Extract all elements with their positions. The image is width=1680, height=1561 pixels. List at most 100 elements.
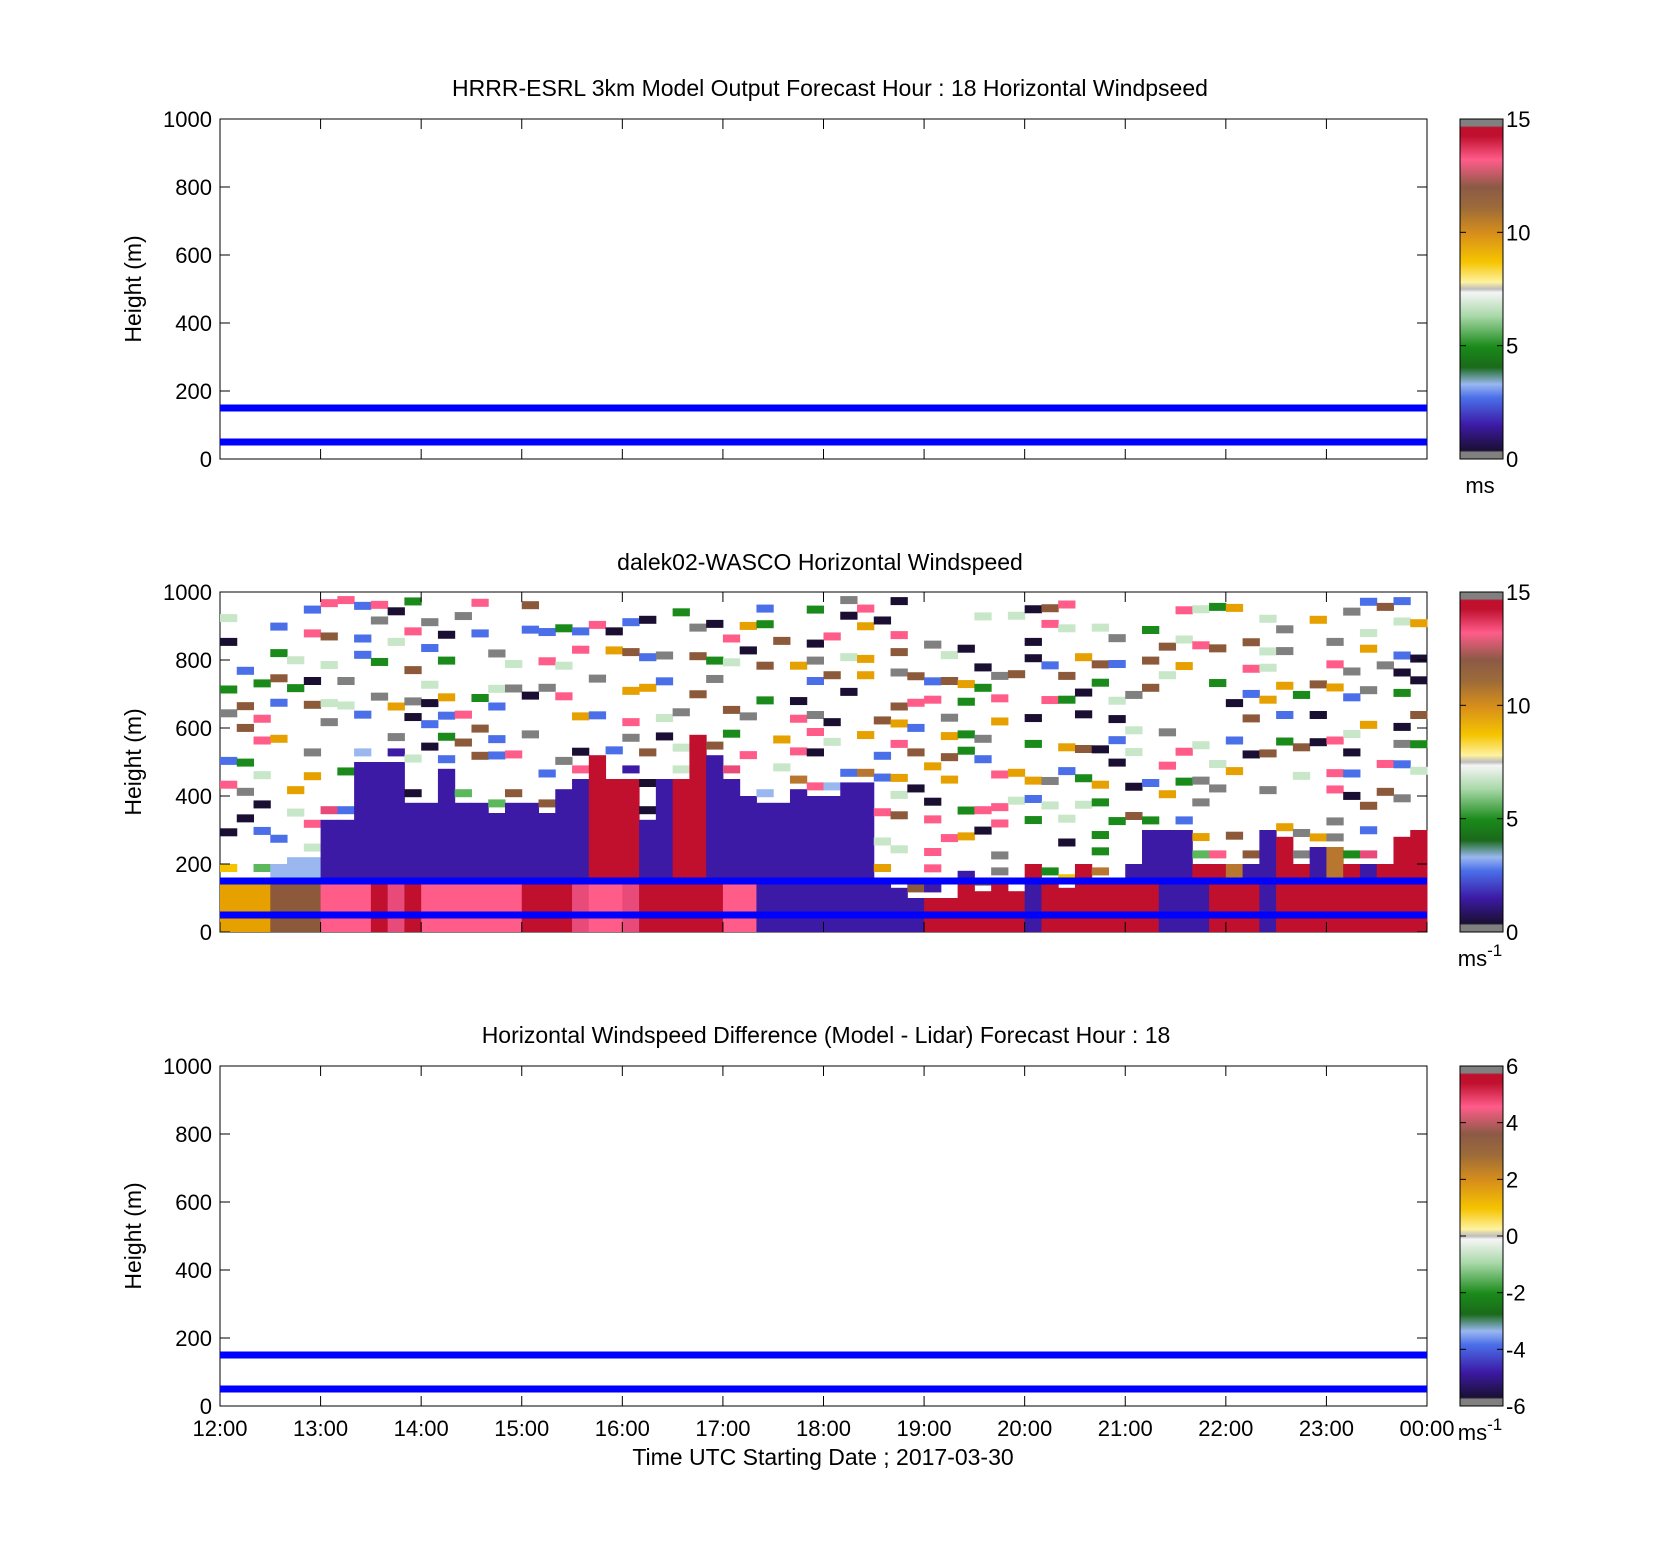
- windspeed-cell: [974, 612, 992, 621]
- windspeed-cell: [706, 656, 724, 665]
- windspeed-cell: [806, 782, 824, 791]
- windspeed-cell: [488, 751, 506, 760]
- windspeed-cell: [1225, 767, 1244, 776]
- windspeed-cell: [404, 666, 422, 675]
- windspeed-cell: [1091, 881, 1109, 932]
- windspeed-cell: [220, 864, 238, 872]
- windspeed-cell: [1410, 619, 1428, 628]
- windspeed-cell: [1158, 642, 1177, 651]
- y-tick-label: 800: [175, 1122, 212, 1147]
- windspeed-cell: [488, 813, 506, 878]
- windspeed-cell: [1393, 760, 1411, 769]
- y-tick-label: 0: [200, 1394, 212, 1419]
- windspeed-cell: [1276, 625, 1294, 634]
- windspeed-cell: [1376, 787, 1394, 796]
- windspeed-cell: [722, 634, 741, 643]
- windspeed-cell: [504, 802, 523, 878]
- windspeed-cell: [387, 877, 405, 932]
- windspeed-cell: [287, 684, 305, 693]
- windspeed-cell: [504, 660, 523, 668]
- windspeed-cell: [1259, 877, 1277, 932]
- windspeed-cell: [253, 800, 271, 809]
- windspeed-cell: [1058, 838, 1076, 847]
- windspeed-cell: [1309, 833, 1327, 842]
- windspeed-cell: [806, 728, 824, 736]
- windspeed-cell: [706, 619, 724, 628]
- windspeed-cell: [873, 616, 892, 625]
- windspeed-cell: [1309, 877, 1327, 932]
- windspeed-cell: [940, 651, 959, 660]
- windspeed-cell: [1058, 887, 1076, 932]
- windspeed-cell: [806, 677, 824, 685]
- windspeed-cell: [1359, 597, 1378, 606]
- windspeed-cell: [1142, 683, 1160, 692]
- windspeed-cell: [639, 653, 657, 662]
- windspeed-cell: [1125, 748, 1143, 757]
- windspeed-cell: [303, 605, 322, 614]
- windspeed-cell: [387, 748, 405, 757]
- windspeed-cell: [1242, 689, 1260, 698]
- windspeed-cell: [655, 732, 674, 741]
- windspeed-cell: [622, 877, 640, 932]
- windspeed-cell: [1058, 671, 1076, 680]
- windspeed-cell: [890, 668, 908, 677]
- windspeed-cell: [1125, 726, 1143, 735]
- windspeed-cell: [320, 632, 338, 641]
- windspeed-cell: [1276, 823, 1294, 832]
- windspeed-cell: [1074, 877, 1093, 932]
- windspeed-cell: [370, 616, 389, 625]
- windspeed-cell: [756, 696, 774, 705]
- windspeed-cell: [471, 751, 489, 760]
- windspeed-cell: [1376, 864, 1394, 878]
- x-tick-label: 12:00: [192, 1416, 247, 1441]
- windspeed-cell: [773, 636, 791, 645]
- windspeed-cell: [924, 762, 942, 771]
- windspeed-cell: [957, 680, 975, 689]
- windspeed-cell: [739, 877, 757, 932]
- windspeed-cell: [873, 808, 892, 817]
- windspeed-cell: [270, 622, 288, 631]
- windspeed-cell: [287, 808, 305, 817]
- windspeed-cell: [1292, 743, 1311, 752]
- colorbar-tick-label: -4: [1506, 1337, 1526, 1362]
- windspeed-cell: [789, 661, 808, 670]
- windspeed-cell: [370, 877, 389, 932]
- windspeed-cell: [555, 692, 573, 701]
- windspeed-cell: [387, 637, 405, 646]
- windspeed-cell: [857, 782, 875, 878]
- windspeed-cell: [220, 756, 238, 765]
- windspeed-cell: [789, 697, 808, 706]
- colorbar: -6 -4 -2 0 2 4 6 ms-1: [1458, 1054, 1526, 1445]
- windspeed-cell: [1108, 660, 1126, 668]
- windspeed-cell: [1292, 864, 1311, 878]
- colorbar-tick-label: 0: [1506, 920, 1518, 945]
- windspeed-cell: [890, 845, 908, 854]
- windspeed-cell: [722, 658, 741, 667]
- windspeed-cell: [773, 877, 791, 932]
- windspeed-cell: [806, 711, 824, 719]
- windspeed-cell: [354, 710, 372, 719]
- windspeed-cell: [270, 674, 288, 683]
- windspeed-cell: [1393, 722, 1411, 731]
- windspeed-cell: [1326, 769, 1344, 778]
- colorbar-tick-label: 2: [1506, 1167, 1518, 1192]
- windspeed-cell: [1359, 686, 1378, 695]
- windspeed-cell: [270, 734, 288, 743]
- windspeed-cell: [722, 729, 741, 738]
- windspeed-cell: [354, 877, 372, 932]
- windspeed-cell: [756, 661, 774, 670]
- windspeed-cell: [1343, 693, 1361, 702]
- windspeed-cell: [572, 627, 590, 636]
- windspeed-cell: [756, 604, 774, 613]
- windspeed-cell: [572, 779, 590, 878]
- windspeed-cell: [890, 739, 908, 748]
- windspeed-cell: [622, 765, 640, 774]
- windspeed-cell: [572, 712, 590, 721]
- windspeed-cell: [287, 877, 305, 932]
- windspeed-cell: [370, 600, 389, 609]
- windspeed-cell: [890, 773, 908, 782]
- y-tick-label: 0: [200, 920, 212, 945]
- windspeed-cell: [622, 718, 640, 727]
- windspeed-cell: [1041, 801, 1059, 810]
- windspeed-cell: [387, 702, 405, 711]
